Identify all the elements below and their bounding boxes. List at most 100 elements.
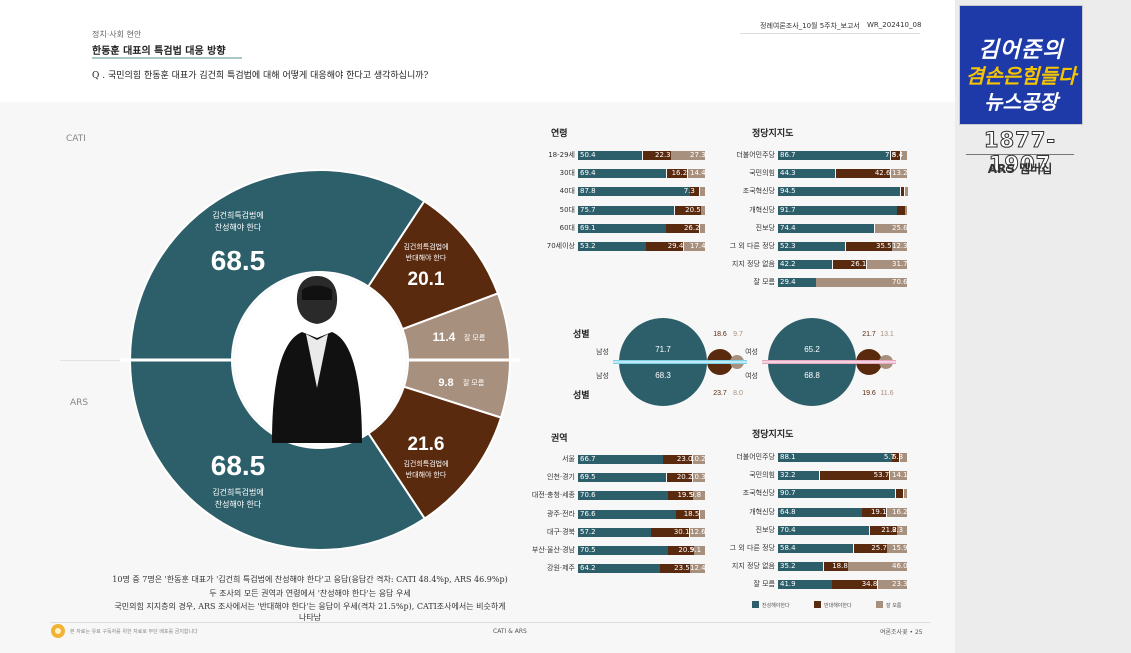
party-ars-row-0: 88.1 5.7 6.3 <box>778 453 908 462</box>
party-ars-value-1-unknown: 14.1 <box>892 471 908 480</box>
region-bar-4-oppose <box>651 527 690 537</box>
female-ars-support-value: 68.8 <box>804 371 820 380</box>
age-bar-1-support <box>578 169 667 179</box>
region-value-1-unknown: 10.3 <box>690 473 706 482</box>
party-ars-bar-7-support <box>778 580 832 590</box>
female-cati-label: 여성 <box>745 347 758 356</box>
region-bar-0-support <box>578 455 663 464</box>
region-row-3: 76.6 18.5 <box>578 509 706 519</box>
party-ars-bar-3-oppose <box>862 507 887 517</box>
party-ars-row-5: 58.4 25.7 15.9 <box>778 544 908 553</box>
region-value-6-oppose: 23.5 <box>674 564 690 573</box>
region-value-4-unknown: 12.6 <box>690 527 706 536</box>
party-cati-value-0-unknown: 5.4 <box>892 151 904 159</box>
party-ars-bar-1-support <box>778 471 820 481</box>
male-ars-label: 남성 <box>596 371 609 380</box>
party-ars-bar-4-oppose <box>869 525 897 535</box>
ars-support-caption-1: 김건희특검법에 <box>212 487 264 497</box>
party-ars-bar-4-support <box>778 525 870 535</box>
party-ars-value-3-support: 64.8 <box>780 507 796 516</box>
party-ars-value-3-unknown: 16.2 <box>892 507 908 516</box>
party-cati-value-2-support: 94.5 <box>780 187 796 196</box>
party-cati-bar-5-support <box>778 242 846 251</box>
party-ars-value-6-unknown: 46.0 <box>892 562 908 571</box>
male-cati-oppose-value: 18.6 <box>713 331 727 338</box>
party-cati-bar-6-oppose <box>832 260 867 270</box>
female-ars-oppose-value: 19.6 <box>862 390 876 397</box>
region-value-0-unknown: 10.2 <box>690 455 706 463</box>
party-cati-row-4: 74.4 25.6 <box>778 223 908 233</box>
party-cati-row-5: 52.3 35.5 12.3 <box>778 242 908 251</box>
region-label-0: 서울 <box>562 455 575 463</box>
region-value-3-support: 76.6 <box>580 509 596 518</box>
age-title: 연령 <box>551 129 568 139</box>
cati-oppose-caption-1: 김건희특검법에 <box>403 242 448 251</box>
age-value-4-support: 69.1 <box>580 223 596 232</box>
party-ars-bar-0-unknown <box>899 453 908 462</box>
region-value-4-oppose: 30.1 <box>673 527 690 536</box>
party-cati-row-6: 42.2 26.1 31.7 <box>778 260 908 270</box>
party-ars-bar-5-oppose <box>853 544 887 553</box>
party-cati-value-1-oppose: 42.6 <box>874 169 891 178</box>
question: Q . 국민의힘 한동훈 대표가 김건희 특검법에 대해 어떻게 대응해야 한다… <box>92 71 429 81</box>
age-bar-4-unknown <box>699 223 706 233</box>
region-bar-0-unknown <box>692 455 706 464</box>
party-ars-bar-6-oppose <box>823 562 848 572</box>
region-label-5: 부산·울산·경남 <box>531 546 575 554</box>
region-bar-1-oppose <box>666 473 693 483</box>
header-rule <box>740 33 920 34</box>
ars-oppose-caption-2: 반대해야 한다 <box>406 470 447 479</box>
age-value-5-oppose: 29.4 <box>667 242 684 250</box>
party-cati-bar-1-oppose <box>835 169 891 179</box>
party-cati-value-6-unknown: 31.7 <box>892 260 908 269</box>
region-bar-2-support <box>578 491 668 501</box>
age-row-3: 75.7 20.5 <box>578 205 706 215</box>
party-cati-label-6: 지지 정당 없음 <box>731 260 775 269</box>
legend-swatch-oppose <box>814 601 821 608</box>
region-bar-6-oppose <box>660 564 690 574</box>
party-cati-label-2: 조국혁신당 <box>742 187 775 196</box>
cati-unknown-value: 11.4 <box>433 330 456 344</box>
party-cati-value-7-support: 29.4 <box>780 278 796 287</box>
note-3: 국민의힘 지지층의 경우, ARS 조사에서는 '반대해야 한다'는 응답이 우… <box>114 602 506 622</box>
flower-logo-icon <box>51 624 65 638</box>
party-ars-label-0: 더불어민주당 <box>736 453 775 461</box>
age-bar-0-unknown <box>671 151 706 160</box>
age-bar-5-oppose <box>646 242 684 251</box>
party-ars-row-6: 35.2 18.8 46.0 <box>778 562 908 572</box>
party-ars-bar-4-unknown <box>897 525 908 535</box>
party-cati-bar-3-unknown <box>905 205 908 215</box>
ars-support-caption-2: 찬성해야 한다 <box>215 499 262 509</box>
gender-title-cati: 성별 <box>573 330 590 340</box>
age-bar-5-support <box>578 242 646 251</box>
ars-membership-label: ARS 멤버십 <box>987 162 1053 176</box>
region-bar-3-unknown <box>699 509 706 519</box>
ars-oppose-caption-1: 김건희특검법에 <box>403 459 448 468</box>
region-value-6-unknown: 12.4 <box>690 564 706 573</box>
female-cati-support-value: 65.2 <box>804 345 820 354</box>
party-cati-bar-5-unknown <box>892 242 908 251</box>
legend-unknown: 잘 모름 <box>886 603 902 609</box>
footer-page: 여론조사꽃 • 25 <box>880 629 923 636</box>
party-ars-value-2-support: 90.7 <box>780 489 796 498</box>
region-bar-4-support <box>578 527 651 537</box>
party-cati-bar-4-support <box>778 223 875 233</box>
region-value-2-unknown: 9.8 <box>690 491 702 500</box>
age-row-0: 50.4 22.3 27.3 <box>578 151 706 160</box>
portrait-illustration <box>272 276 362 443</box>
party-cati-value-3-support: 91.7 <box>780 205 796 214</box>
age-row-4: 69.1 26.2 <box>578 223 706 233</box>
party-ars-bar-6-support <box>778 562 824 572</box>
party-cati-row-0: 86.7 7.8 5.4 <box>778 151 908 160</box>
age-value-3-support: 75.7 <box>580 205 596 214</box>
party-cati-value-0-support: 86.7 <box>780 151 796 159</box>
party-title-cati: 정당지지도 <box>752 129 794 139</box>
cati-unknown-caption: 잘 모름 <box>464 334 486 342</box>
female-ars-label: 여성 <box>745 371 758 380</box>
region-row-0: 66.7 23.0 10.2 <box>578 455 706 464</box>
region-bar-5-support <box>578 546 668 555</box>
region-bar-6-support <box>578 564 660 574</box>
party-ars-bar-5-unknown <box>887 544 908 553</box>
region-value-0-support: 66.7 <box>580 455 596 463</box>
